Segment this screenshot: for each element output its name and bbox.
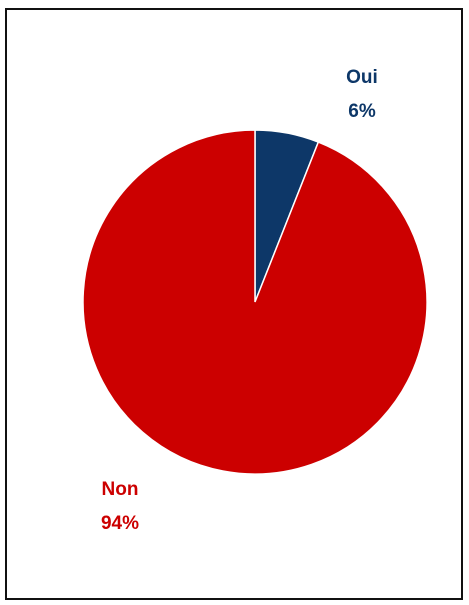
- slice-value-label: 94%: [101, 513, 139, 534]
- slice-value-label: 6%: [348, 101, 376, 122]
- slice-label: Oui: [346, 67, 378, 88]
- slice-label: Non: [102, 479, 139, 500]
- pie-slice: [82, 129, 428, 475]
